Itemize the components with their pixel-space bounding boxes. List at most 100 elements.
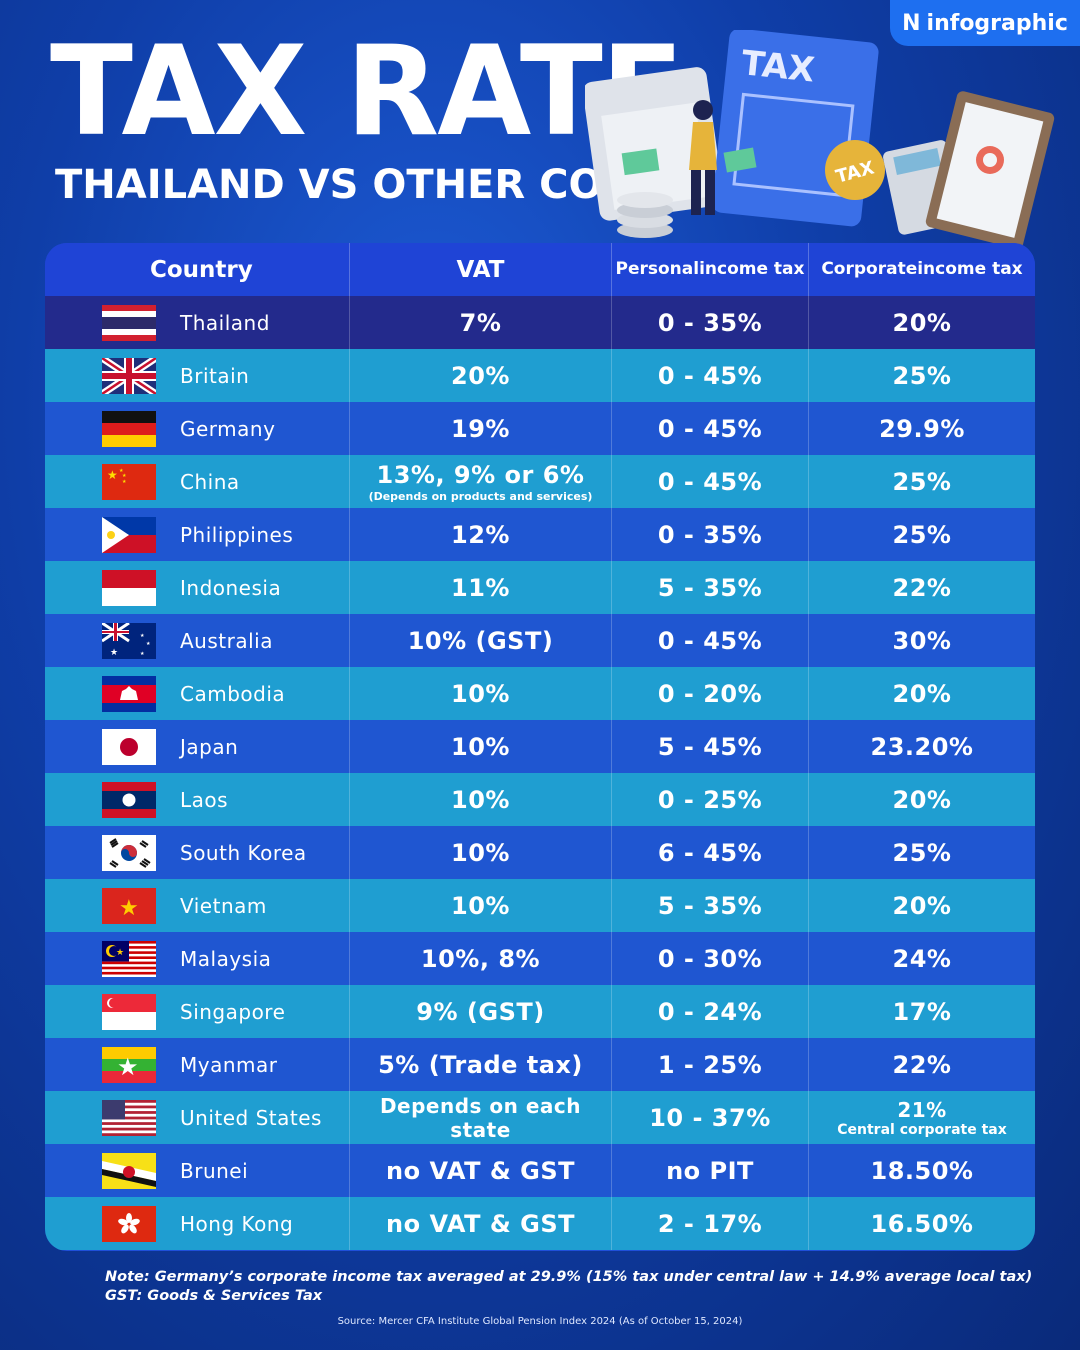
corporate-tax-note: Central corporate tax xyxy=(837,1121,1007,1138)
vat-cell: no VAT & GST xyxy=(350,1197,612,1250)
vat-value: 19% xyxy=(451,414,510,443)
corporate-tax-value: 16.50% xyxy=(870,1209,974,1238)
personal-tax-value: 0 - 45% xyxy=(657,414,763,443)
vat-cell: no VAT & GST xyxy=(350,1144,612,1197)
country-name: South Korea xyxy=(180,840,307,865)
header-personal-line2: income tax xyxy=(699,258,805,279)
personal-tax-value: 0 - 25% xyxy=(657,785,763,814)
table-row: Cambodia 10% 0 - 20% 20% xyxy=(45,667,1035,720)
corporate-tax-cell: 20% xyxy=(809,667,1035,720)
country-cell: ★ ★ ★ ★ Australia xyxy=(45,614,350,667)
corporate-tax-cell: 25% xyxy=(809,455,1035,508)
country-name: China xyxy=(180,469,240,494)
vat-cell: 20% xyxy=(350,349,612,402)
country-name: United States xyxy=(180,1105,322,1130)
country-name: Cambodia xyxy=(180,681,286,706)
country-cell: Brunei xyxy=(45,1144,350,1197)
corporate-tax-cell: 24% xyxy=(809,932,1035,985)
south-korea-flag-icon xyxy=(102,834,156,871)
country-cell: Japan xyxy=(45,720,350,773)
personal-tax-value: 0 - 35% xyxy=(657,520,763,549)
personal-tax-cell: 0 - 45% xyxy=(612,349,809,402)
vat-value: 9% (GST) xyxy=(416,997,545,1026)
corporate-tax-cell: 21% Central corporate tax xyxy=(809,1091,1035,1144)
vat-value: 20% xyxy=(451,361,510,390)
personal-tax-value: 5 - 35% xyxy=(657,891,763,920)
tax-doc-label: TAX xyxy=(740,43,817,90)
country-cell: South Korea xyxy=(45,826,350,879)
svg-text:★: ★ xyxy=(122,479,127,485)
corporate-tax-value: 22% xyxy=(892,573,952,602)
personal-tax-cell: 0 - 45% xyxy=(612,402,809,455)
country-cell: Britain xyxy=(45,349,350,402)
personal-tax-value: 5 - 45% xyxy=(657,732,763,761)
personal-tax-value: 1 - 25% xyxy=(657,1050,763,1079)
brand-name: infographic xyxy=(926,10,1068,36)
personal-tax-cell: 5 - 45% xyxy=(612,720,809,773)
vat-value: no VAT & GST xyxy=(386,1209,575,1238)
svg-text:★: ★ xyxy=(140,633,145,639)
vat-value: 10% xyxy=(451,838,510,867)
corporate-tax-cell: 29.9% xyxy=(809,402,1035,455)
personal-tax-value: 0 - 45% xyxy=(657,467,763,496)
header-country: Country xyxy=(45,243,350,296)
clipboard-icon xyxy=(925,91,1055,249)
vat-value: 12% xyxy=(451,520,510,549)
personal-tax-value: 5 - 35% xyxy=(657,573,763,602)
vietnam-flag-icon: ★ xyxy=(102,887,156,924)
country-cell: Indonesia xyxy=(45,561,350,614)
country-name: Laos xyxy=(180,787,229,812)
corporate-tax-value: 23.20% xyxy=(870,732,974,761)
personal-tax-cell: 0 - 24% xyxy=(612,985,809,1038)
personal-tax-cell: 5 - 35% xyxy=(612,879,809,932)
corporate-tax-value: 21% xyxy=(897,1097,947,1122)
personal-tax-value: 0 - 45% xyxy=(657,361,763,390)
tax-coin-icon: TAX xyxy=(825,140,885,200)
corporate-tax-value: 20% xyxy=(892,785,952,814)
header-corporate-income-tax: Corporate income tax xyxy=(809,243,1035,296)
personal-tax-cell: 0 - 35% xyxy=(612,508,809,561)
vat-value: 5% (Trade tax) xyxy=(378,1050,583,1079)
vat-value: 10% xyxy=(451,732,510,761)
vat-value: no VAT & GST xyxy=(386,1156,575,1185)
svg-text:★: ★ xyxy=(146,641,151,647)
cambodia-flag-icon xyxy=(102,675,156,712)
vat-value: 10% xyxy=(451,891,510,920)
japan-flag-icon xyxy=(102,728,156,765)
vat-cell: 12% xyxy=(350,508,612,561)
vat-value: 11% xyxy=(451,573,510,602)
table-row: Hong Kong no VAT & GST 2 - 17% 16.50% xyxy=(45,1197,1035,1250)
vat-value: 10% (GST) xyxy=(407,626,554,655)
vat-note: (Depends on products and services) xyxy=(368,489,593,503)
corporate-tax-cell: 25% xyxy=(809,349,1035,402)
footnote-line2: GST: Goods & Services Tax xyxy=(105,1287,323,1304)
table-row: Singapore 9% (GST) 0 - 24% 17% xyxy=(45,985,1035,1038)
personal-tax-value: 0 - 24% xyxy=(657,997,763,1026)
svg-text:★: ★ xyxy=(110,648,118,658)
country-name: Australia xyxy=(180,628,273,653)
svg-text:★: ★ xyxy=(117,1053,139,1081)
table-row: Germany 19% 0 - 45% 29.9% xyxy=(45,402,1035,455)
header-corporate-line1: Corporate xyxy=(821,258,918,279)
table-row: Japan 10% 5 - 45% 23.20% xyxy=(45,720,1035,773)
personal-tax-cell: 10 - 37% xyxy=(612,1091,809,1144)
country-name: Malaysia xyxy=(180,946,272,971)
vat-cell: 10%, 8% xyxy=(350,932,612,985)
tax-illustration: TAX TAX xyxy=(585,30,1055,249)
corporate-tax-cell: 18.50% xyxy=(809,1144,1035,1197)
laos-flag-icon xyxy=(102,781,156,818)
personal-tax-value: no PIT xyxy=(666,1156,754,1185)
vat-cell: Depends on each state xyxy=(350,1091,612,1144)
vat-cell: 10% (GST) xyxy=(350,614,612,667)
vat-value: 10% xyxy=(451,785,510,814)
corporate-tax-value: 30% xyxy=(892,626,952,655)
country-cell: Germany xyxy=(45,402,350,455)
vat-cell: 13%, 9% or 6% (Depends on products and se… xyxy=(350,455,612,508)
table-row: Brunei no VAT & GST no PIT 18.50% xyxy=(45,1144,1035,1197)
vat-value: 7% xyxy=(459,308,502,337)
personal-tax-cell: 0 - 35% xyxy=(612,296,809,349)
brand-badge: N infographic xyxy=(890,0,1080,46)
corporate-tax-value: 22% xyxy=(892,1050,952,1079)
header-corporate-line2: income tax xyxy=(917,258,1023,279)
personal-tax-cell: no PIT xyxy=(612,1144,809,1197)
